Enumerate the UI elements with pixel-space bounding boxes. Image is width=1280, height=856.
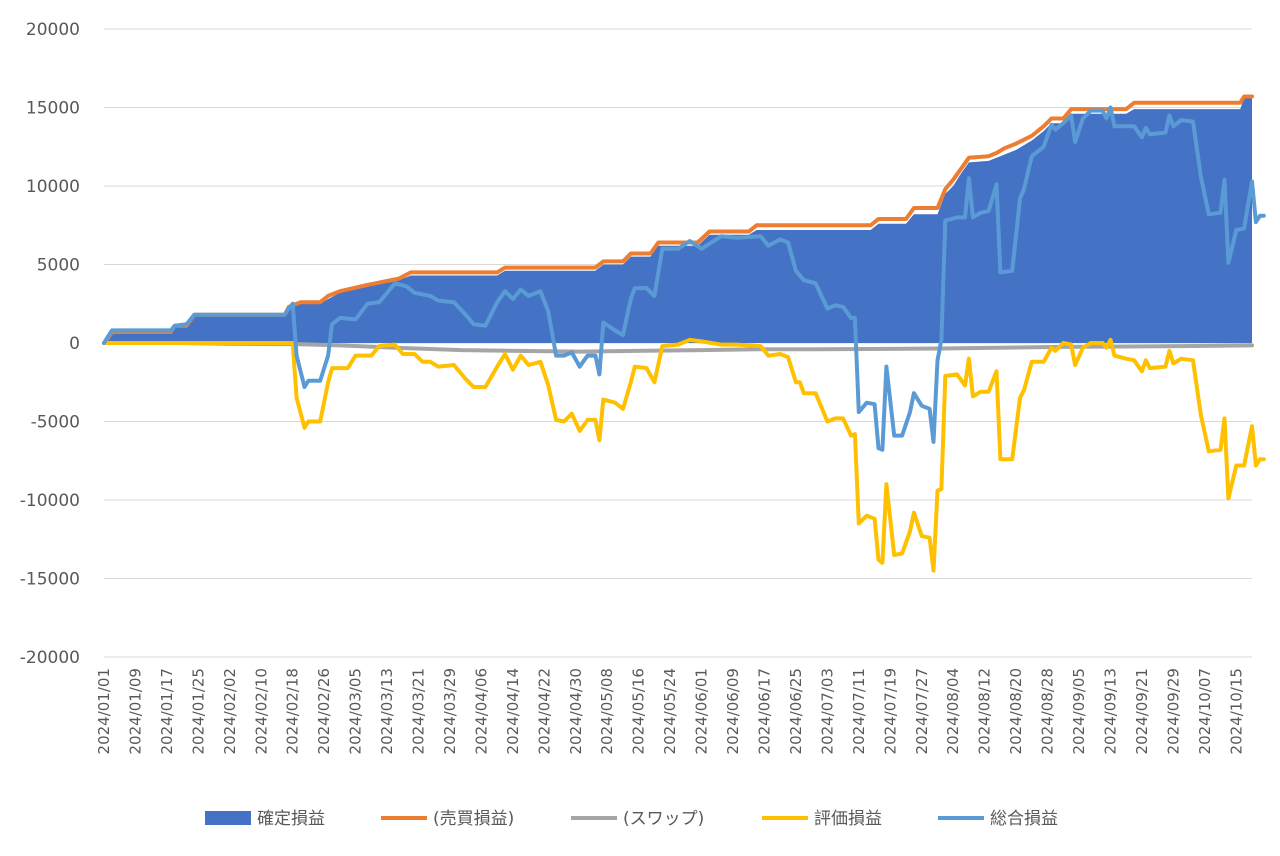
x-tick-label: 2024/06/09: [724, 668, 742, 754]
x-tick-label: 2024/02/18: [284, 668, 302, 754]
x-tick-label: 2024/03/05: [347, 668, 365, 754]
x-tick-label: 2024/05/08: [598, 668, 616, 754]
x-tick-label: 2024/09/05: [1070, 668, 1088, 754]
x-tick-label: 2024/09/13: [1101, 668, 1119, 754]
x-tick-label: 2024/04/14: [504, 668, 522, 754]
x-tick-label: 2024/02/02: [221, 668, 239, 754]
series-layer: [102, 94, 1266, 573]
x-tick-label: 2024/05/16: [630, 668, 648, 754]
x-tick-label: 2024/08/12: [976, 668, 994, 754]
series-line-3: [102, 337, 1266, 573]
x-tick-label: 2024/04/22: [535, 668, 553, 754]
x-tick-label: 2024/03/13: [378, 668, 396, 754]
y-tick-label: 20000: [26, 20, 80, 40]
x-tick-label: 2024/10/07: [1196, 668, 1214, 754]
y-tick-label: 0: [69, 334, 80, 354]
x-tick-label: 2024/08/20: [1007, 668, 1025, 754]
legend: 確定損益 (売買損益) (スワップ) 評価損益 総合損益: [205, 809, 1058, 829]
x-tick-label: 2024/01/17: [158, 668, 176, 754]
x-tick-label: 2024/07/19: [881, 668, 899, 754]
x-tick-label: 2024/08/28: [1039, 668, 1057, 754]
y-tick-label: 5000: [37, 256, 80, 276]
x-axis: 2024/01/01 2024/01/09 2024/01/17 2024/01/25…: [95, 668, 1245, 754]
legend-label: 確定損益: [257, 809, 325, 829]
x-tick-label: 2024/01/01: [95, 668, 113, 754]
legend-label: 評価損益: [814, 809, 882, 829]
x-tick-label: 2024/06/25: [787, 668, 805, 754]
x-tick-label: 2024/06/01: [693, 668, 711, 754]
x-tick-label: 2024/04/06: [472, 668, 490, 754]
x-tick-label: 2024/10/15: [1227, 668, 1245, 754]
x-tick-label: 2024/07/11: [850, 668, 868, 754]
legend-label: (売買損益): [433, 809, 514, 829]
y-tick-label: -20000: [20, 648, 80, 668]
x-tick-label: 2024/03/21: [410, 668, 428, 754]
y-tick-label: -5000: [31, 413, 80, 433]
x-tick-label: 2024/07/03: [818, 668, 836, 754]
y-tick-label: -15000: [20, 570, 80, 590]
legend-label: 総合損益: [990, 809, 1058, 829]
legend-label: (スワップ): [623, 809, 704, 829]
legend-swatch: [205, 811, 251, 825]
y-tick-label: 15000: [26, 99, 80, 119]
x-tick-label: 2024/03/29: [441, 668, 459, 754]
y-tick-label: 10000: [26, 177, 80, 197]
y-axis: 20000 15000 10000 5000 0 -5000 -10000 -15000 -20…: [20, 20, 80, 668]
x-tick-label: 2024/01/25: [189, 668, 207, 754]
series-line-4: [102, 105, 1266, 452]
x-tick-label: 2024/02/10: [252, 668, 270, 754]
x-tick-label: 2024/09/29: [1164, 668, 1182, 754]
series-area-0: [104, 98, 1252, 343]
x-tick-label: 2024/05/24: [661, 668, 679, 754]
x-tick-label: 2024/08/04: [944, 668, 962, 754]
y-tick-label: -10000: [20, 491, 80, 511]
x-tick-label: 2024/01/09: [126, 668, 144, 754]
x-tick-label: 2024/02/26: [315, 668, 333, 754]
x-tick-label: 2024/09/21: [1133, 668, 1151, 754]
x-tick-label: 2024/06/17: [755, 668, 773, 754]
x-tick-label: 2024/07/27: [913, 668, 931, 754]
x-tick-label: 2024/04/30: [567, 668, 585, 754]
